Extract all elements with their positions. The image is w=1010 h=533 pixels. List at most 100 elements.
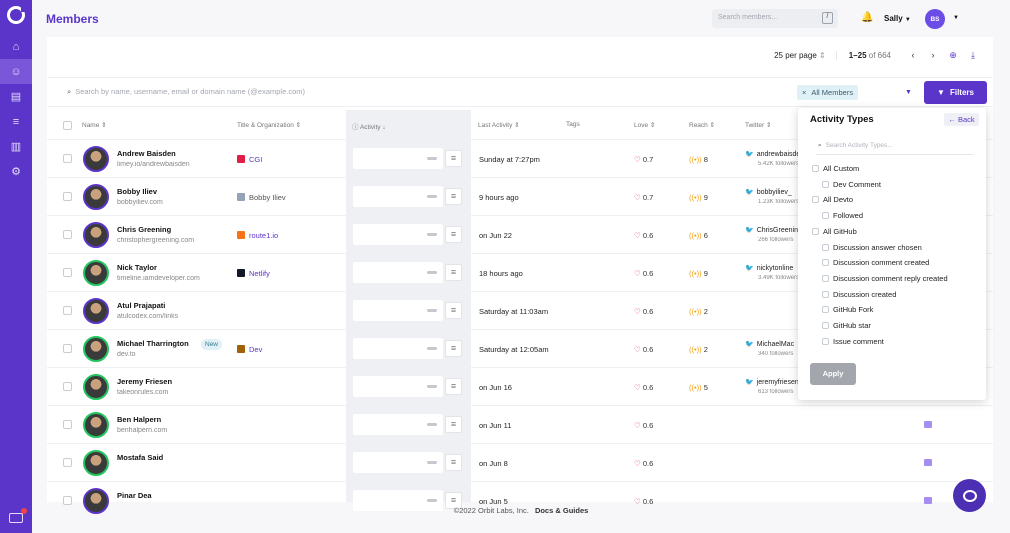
twitter-handle[interactable]: 🐦 andrewbaisden: [745, 150, 800, 158]
activity-type-checkbox[interactable]: [822, 306, 829, 314]
twitter-handle[interactable]: 🐦 MichaelMac: [745, 340, 800, 348]
avatar[interactable]: [83, 184, 109, 210]
dev-icon[interactable]: [924, 497, 932, 504]
activity-list-icon[interactable]: ≡: [12, 115, 20, 128]
activity-type-option[interactable]: All Devto: [812, 195, 853, 204]
avatar[interactable]: [83, 146, 109, 172]
docs-link[interactable]: Docs & Guides: [534, 506, 589, 515]
prev-page-icon[interactable]: ‹: [911, 50, 915, 60]
row-checkbox[interactable]: [63, 192, 72, 201]
member-organization[interactable]: CGI: [237, 155, 262, 164]
member-name[interactable]: Andrew Baisden: [117, 149, 176, 158]
member-name[interactable]: Michael Tharrington: [117, 339, 189, 348]
row-checkbox[interactable]: [63, 344, 72, 353]
activity-type-checkbox[interactable]: [822, 290, 829, 298]
apply-button[interactable]: Apply: [810, 363, 856, 385]
member-name[interactable]: Jeremy Friesen: [117, 377, 173, 386]
chat-button[interactable]: [953, 479, 986, 512]
member-name[interactable]: Nick Taylor: [117, 263, 157, 272]
dev-icon[interactable]: [924, 459, 932, 466]
row-menu-button[interactable]: ≡: [445, 264, 462, 281]
activity-type-option[interactable]: Discussion created: [822, 290, 896, 299]
workspace-user-menu[interactable]: Sally ▼: [884, 14, 911, 23]
avatar[interactable]: [83, 412, 109, 438]
table-row[interactable]: Pinar Dea ≡ on Jun 5 ♡ 0.6: [47, 481, 993, 519]
chevron-down-icon[interactable]: ▼: [953, 15, 959, 21]
row-menu-button[interactable]: ≡: [445, 416, 462, 433]
member-organization[interactable]: Dev: [237, 345, 262, 354]
twitter-handle[interactable]: 🐦 bobbyiliev_: [745, 188, 800, 196]
member-search-input[interactable]: Search members... /: [712, 9, 838, 28]
close-icon[interactable]: ×: [802, 88, 807, 97]
row-checkbox[interactable]: [63, 230, 72, 239]
row-menu-button[interactable]: ≡: [445, 188, 462, 205]
twitter-handle[interactable]: 🐦 nickytonline: [745, 264, 800, 272]
table-row[interactable]: Andrew Baisden limey.io/andrewbaisden CGI ≡…: [47, 139, 993, 177]
activity-type-option[interactable]: Issue comment: [822, 337, 884, 346]
member-name[interactable]: Pinar Dea: [117, 491, 152, 500]
row-checkbox[interactable]: [63, 458, 72, 467]
activity-type-checkbox[interactable]: [812, 196, 819, 204]
select-all-checkbox[interactable]: [63, 121, 72, 130]
dev-icon[interactable]: [924, 421, 932, 428]
twitter-handle[interactable]: 🐦 jeremyfriesen: [745, 378, 800, 386]
download-icon[interactable]: ⤓: [971, 49, 975, 60]
chevron-down-icon[interactable]: ▼: [905, 89, 912, 96]
chart-icon[interactable]: ▥: [10, 141, 22, 153]
col-reach[interactable]: Reach ⇕: [689, 122, 716, 129]
table-row[interactable]: Bobby Iliev bobbyiliev.com Bobby Iliev ≡ 9 h…: [47, 177, 993, 215]
activity-type-option[interactable]: All GitHub: [812, 227, 857, 236]
row-menu-button[interactable]: ≡: [445, 226, 462, 243]
col-activity[interactable]: ⓘ Activity ↓: [352, 124, 386, 131]
member-organization[interactable]: Netlify: [237, 269, 270, 278]
col-title-org[interactable]: Title & Organization ⇕: [237, 122, 302, 129]
members-search-input[interactable]: ⌕ Search by name, username, email or doma…: [67, 87, 305, 97]
member-name[interactable]: Atul Prajapati: [117, 301, 166, 310]
activity-type-option[interactable]: All Custom: [812, 164, 859, 173]
row-checkbox[interactable]: [63, 306, 72, 315]
col-twitter[interactable]: Twitter ⇕: [745, 122, 772, 129]
activity-type-option[interactable]: GitHub star: [822, 321, 871, 330]
activity-type-checkbox[interactable]: [822, 337, 829, 345]
row-checkbox[interactable]: [63, 420, 72, 429]
avatar[interactable]: [83, 374, 109, 400]
activity-type-checkbox[interactable]: [822, 274, 829, 282]
table-row[interactable]: Atul Prajapati atulcodex.com/links ≡ Saturd…: [47, 291, 993, 329]
activity-type-checkbox[interactable]: [822, 259, 829, 267]
avatar[interactable]: [83, 298, 109, 324]
next-page-icon[interactable]: ›: [931, 50, 935, 60]
avatar[interactable]: [83, 450, 109, 476]
row-menu-button[interactable]: ≡: [445, 150, 462, 167]
add-member-icon[interactable]: ⊕: [949, 49, 957, 60]
avatar[interactable]: [83, 260, 109, 286]
col-name[interactable]: Name ⇕: [82, 122, 107, 129]
activity-type-checkbox[interactable]: [822, 243, 829, 251]
activity-type-option[interactable]: GitHub Fork: [822, 305, 873, 314]
member-organization[interactable]: route1.io: [237, 231, 278, 240]
table-row[interactable]: Nick Taylor timeline.iamdeveloper.com Netl…: [47, 253, 993, 291]
activity-type-checkbox[interactable]: [812, 227, 819, 235]
avatar[interactable]: BS: [925, 9, 945, 29]
activity-type-checkbox[interactable]: [822, 180, 829, 188]
activity-type-option[interactable]: Discussion comment created: [822, 258, 929, 267]
row-checkbox[interactable]: [63, 268, 72, 277]
row-menu-button[interactable]: ≡: [445, 378, 462, 395]
avatar[interactable]: [83, 222, 109, 248]
home-icon[interactable]: ⌂: [12, 40, 20, 53]
member-name[interactable]: Chris Greening: [117, 225, 172, 234]
table-row[interactable]: Jeremy Friesen takeonrules.com ≡ on Jun 16 ♡…: [47, 367, 993, 405]
row-menu-button[interactable]: ≡: [445, 492, 462, 509]
row-checkbox[interactable]: [63, 154, 72, 163]
back-button[interactable]: ← Back: [944, 113, 979, 126]
row-menu-button[interactable]: ≡: [445, 340, 462, 357]
activity-type-checkbox[interactable]: [822, 212, 829, 220]
col-love[interactable]: Love ⇕: [634, 122, 656, 129]
avatar[interactable]: [83, 488, 109, 514]
activity-type-search-input[interactable]: ⌕ Search Activity Types...: [816, 138, 973, 155]
avatar[interactable]: [83, 336, 109, 362]
table-row[interactable]: Mostafa Said ≡ on Jun 8 ♡ 0.6: [47, 443, 993, 481]
activity-type-checkbox[interactable]: [812, 165, 819, 172]
activity-type-option[interactable]: Dev Comment: [822, 180, 881, 189]
notifications-inbox-icon[interactable]: [9, 508, 27, 523]
members-icon[interactable]: ☺: [0, 59, 32, 84]
